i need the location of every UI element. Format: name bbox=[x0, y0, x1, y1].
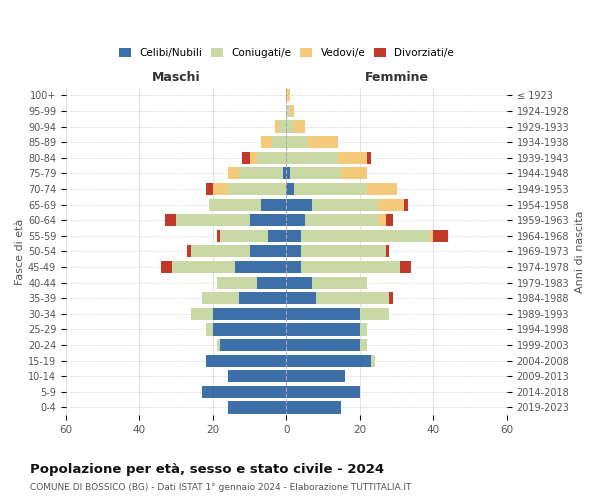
Bar bbox=[213, 324, 286, 336]
Bar bbox=[286, 230, 301, 242]
Bar bbox=[257, 152, 286, 164]
Bar bbox=[286, 324, 360, 336]
Bar bbox=[286, 183, 294, 195]
Bar bbox=[433, 230, 448, 242]
Text: Popolazione per età, sesso e stato civile - 2024: Popolazione per età, sesso e stato civil… bbox=[30, 462, 384, 475]
Bar bbox=[290, 105, 294, 117]
Bar bbox=[260, 198, 286, 210]
Bar bbox=[206, 183, 213, 195]
Bar bbox=[294, 183, 367, 195]
Bar bbox=[286, 292, 316, 304]
Bar bbox=[239, 168, 283, 179]
Text: Maschi: Maschi bbox=[152, 72, 200, 85]
Bar bbox=[286, 246, 301, 258]
Bar bbox=[235, 261, 286, 273]
Bar bbox=[290, 168, 341, 179]
Bar bbox=[308, 136, 338, 148]
Bar bbox=[176, 214, 250, 226]
Y-axis label: Fasce di età: Fasce di età bbox=[15, 218, 25, 284]
Legend: Celibi/Nubili, Coniugati/e, Vedovi/e, Divorziati/e: Celibi/Nubili, Coniugati/e, Vedovi/e, Di… bbox=[115, 44, 458, 62]
Bar bbox=[360, 308, 389, 320]
Bar bbox=[286, 198, 312, 210]
Bar bbox=[279, 120, 286, 132]
Bar bbox=[257, 276, 286, 288]
Y-axis label: Anni di nascita: Anni di nascita bbox=[575, 210, 585, 292]
Bar bbox=[286, 339, 360, 351]
Bar bbox=[242, 152, 250, 164]
Bar bbox=[371, 354, 374, 366]
Bar bbox=[301, 246, 386, 258]
Bar bbox=[286, 90, 290, 102]
Bar bbox=[250, 214, 286, 226]
Bar bbox=[400, 261, 412, 273]
Bar bbox=[206, 354, 286, 366]
Bar bbox=[217, 339, 220, 351]
Bar bbox=[250, 152, 257, 164]
Bar bbox=[227, 402, 286, 413]
Bar bbox=[202, 386, 286, 398]
Bar bbox=[227, 168, 239, 179]
Bar bbox=[220, 230, 268, 242]
Bar bbox=[386, 246, 389, 258]
Bar bbox=[187, 246, 191, 258]
Bar bbox=[272, 136, 286, 148]
Bar bbox=[286, 261, 301, 273]
Bar bbox=[305, 214, 378, 226]
Bar bbox=[165, 214, 176, 226]
Bar bbox=[286, 136, 308, 148]
Text: Femmine: Femmine bbox=[365, 72, 428, 85]
Bar bbox=[286, 120, 294, 132]
Bar bbox=[367, 152, 371, 164]
Bar bbox=[227, 183, 286, 195]
Bar bbox=[294, 120, 305, 132]
Bar bbox=[378, 198, 404, 210]
Bar bbox=[213, 308, 286, 320]
Bar bbox=[338, 152, 367, 164]
Bar bbox=[227, 370, 286, 382]
Bar bbox=[367, 183, 397, 195]
Bar bbox=[378, 214, 386, 226]
Bar bbox=[283, 168, 286, 179]
Bar bbox=[286, 105, 290, 117]
Bar bbox=[191, 308, 213, 320]
Text: COMUNE DI BOSSICO (BG) - Dati ISTAT 1° gennaio 2024 - Elaborazione TUTTITALIA.IT: COMUNE DI BOSSICO (BG) - Dati ISTAT 1° g… bbox=[30, 482, 412, 492]
Bar bbox=[286, 354, 371, 366]
Bar bbox=[217, 276, 257, 288]
Bar bbox=[286, 168, 290, 179]
Bar bbox=[217, 230, 220, 242]
Bar bbox=[191, 246, 250, 258]
Bar bbox=[386, 214, 393, 226]
Bar bbox=[202, 292, 239, 304]
Bar bbox=[172, 261, 235, 273]
Bar bbox=[312, 198, 378, 210]
Bar bbox=[275, 120, 279, 132]
Bar bbox=[206, 324, 213, 336]
Bar bbox=[404, 198, 407, 210]
Bar bbox=[209, 198, 260, 210]
Bar bbox=[286, 370, 345, 382]
Bar bbox=[389, 292, 393, 304]
Bar bbox=[260, 136, 272, 148]
Bar bbox=[312, 276, 367, 288]
Bar bbox=[250, 246, 286, 258]
Bar bbox=[301, 261, 400, 273]
Bar bbox=[161, 261, 172, 273]
Bar bbox=[341, 168, 367, 179]
Bar bbox=[286, 214, 305, 226]
Bar bbox=[301, 230, 430, 242]
Bar bbox=[286, 386, 360, 398]
Bar bbox=[213, 183, 227, 195]
Bar bbox=[239, 292, 286, 304]
Bar bbox=[220, 339, 286, 351]
Bar bbox=[268, 230, 286, 242]
Bar bbox=[360, 324, 367, 336]
Bar bbox=[316, 292, 389, 304]
Bar bbox=[286, 152, 338, 164]
Bar bbox=[286, 276, 312, 288]
Bar bbox=[360, 339, 367, 351]
Bar bbox=[430, 230, 433, 242]
Bar bbox=[286, 402, 341, 413]
Bar bbox=[286, 308, 360, 320]
